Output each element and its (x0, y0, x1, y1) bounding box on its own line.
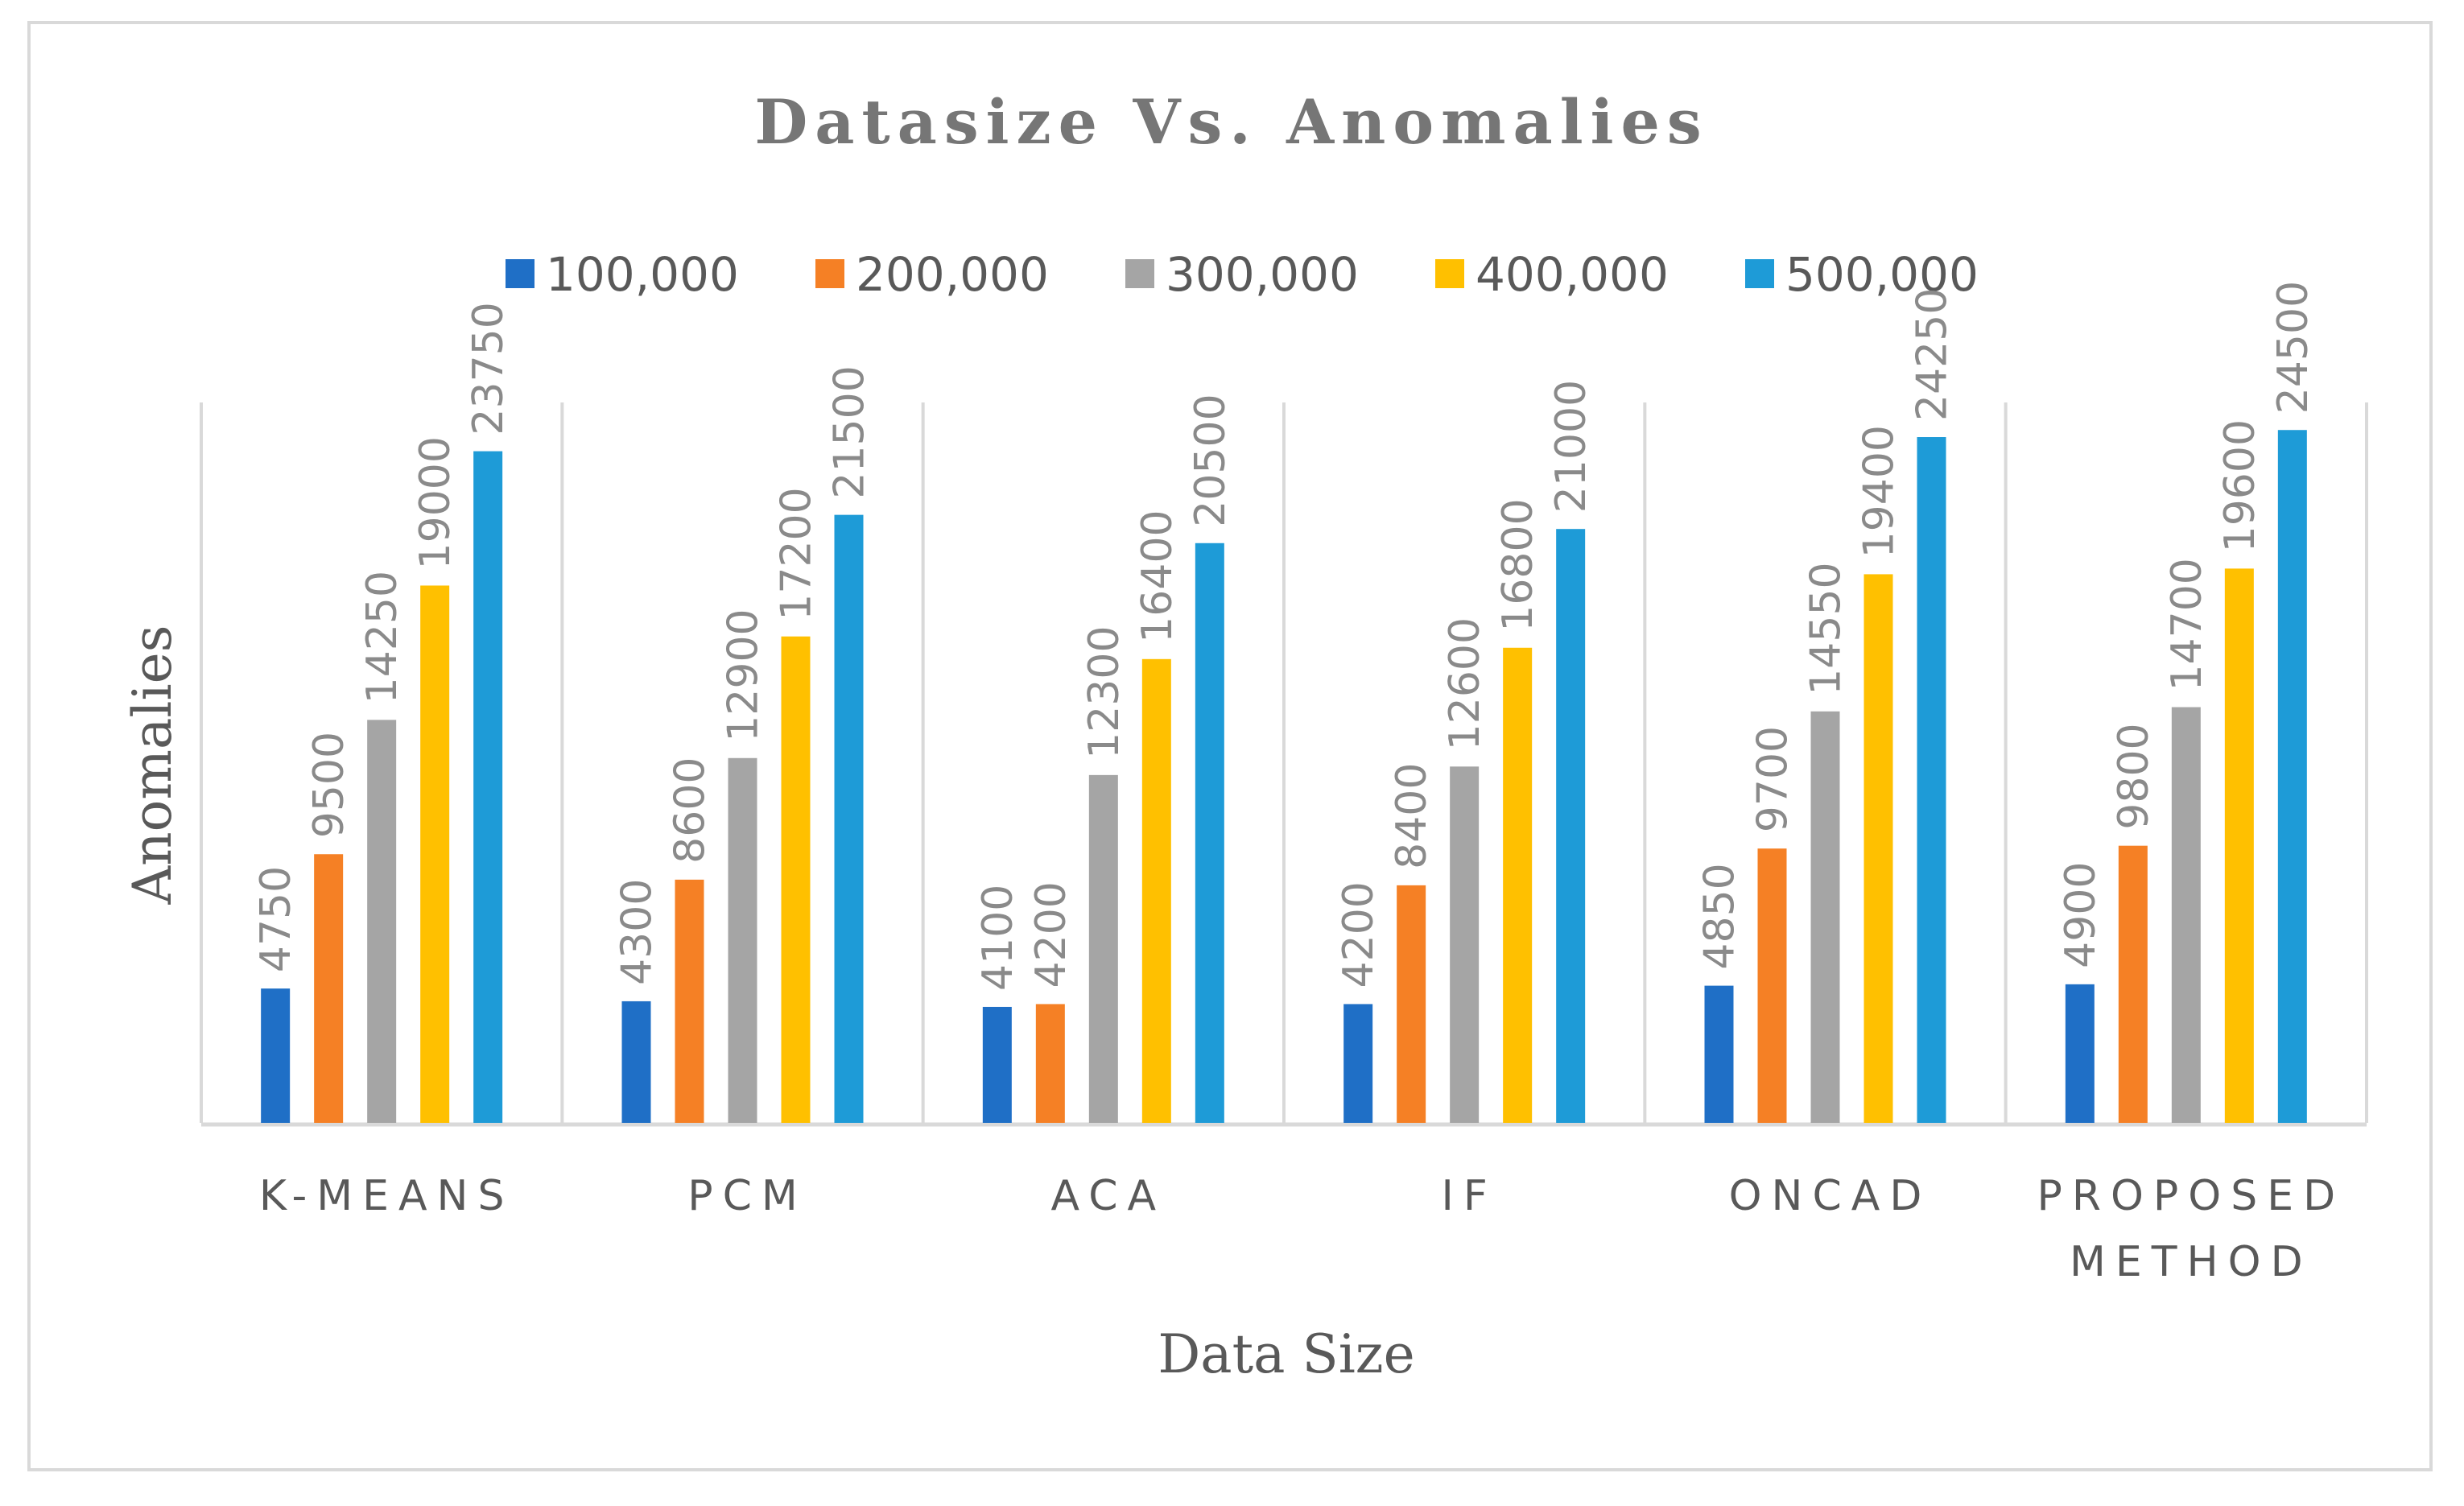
bar (728, 757, 757, 1123)
bar (1917, 437, 1946, 1123)
category-label: K-MEANS (259, 1172, 514, 1220)
legend-swatch (506, 259, 534, 288)
bar (314, 854, 344, 1123)
bar (1503, 647, 1533, 1123)
legend-swatch (1435, 259, 1464, 288)
bar (2065, 984, 2095, 1123)
data-label: 9800 (2110, 723, 2158, 829)
data-label: 12300 (1080, 625, 1129, 758)
data-label: 4900 (2057, 862, 2105, 968)
data-label: 4200 (1335, 881, 1383, 988)
category-label: ONCAD (1729, 1172, 1932, 1220)
bar (675, 879, 704, 1123)
legend-swatch (1125, 259, 1154, 288)
bar (621, 1001, 651, 1123)
data-label: 9500 (305, 732, 353, 838)
category-label: IF (1442, 1172, 1497, 1220)
data-label: 9700 (1749, 726, 1797, 832)
bar (1704, 985, 1734, 1123)
x-axis-title: Data Size (1158, 1323, 1414, 1385)
data-label: 17200 (773, 487, 821, 620)
data-label: 14250 (358, 571, 407, 703)
data-label: 4200 (1027, 881, 1075, 988)
bar (834, 514, 864, 1123)
legend-label: 500,000 (1785, 247, 1979, 302)
chart-title: Datasize Vs. Anomalies (754, 86, 1708, 158)
y-axis-title: Anomalies (122, 625, 184, 906)
data-label: 24500 (2269, 281, 2317, 414)
data-label: 21000 (1547, 380, 1595, 513)
bar (1450, 766, 1480, 1123)
data-label: 19600 (2216, 419, 2264, 552)
bar (2118, 845, 2148, 1123)
data-label: 21500 (826, 365, 874, 498)
bar (1556, 529, 1586, 1123)
category-label: METHOD (2070, 1238, 2313, 1286)
data-label: 12900 (720, 609, 768, 741)
data-label: 4750 (252, 866, 300, 972)
data-label: 23750 (464, 302, 513, 435)
data-label: 16400 (1133, 510, 1182, 642)
legend-swatch (1745, 259, 1774, 288)
bar (1397, 885, 1426, 1123)
data-label: 4100 (974, 885, 1022, 991)
category-label: PCM (687, 1172, 807, 1220)
data-label: 19000 (411, 436, 460, 569)
bar (473, 451, 503, 1123)
bar (1343, 1004, 1373, 1123)
legend-label: 300,000 (1166, 247, 1359, 302)
bar (1863, 574, 1893, 1123)
data-label: 4850 (1696, 863, 1744, 969)
bar (261, 988, 291, 1123)
legend: 100,000 200,000 300,000 400,000 500,000 (506, 247, 1979, 302)
bar (781, 636, 811, 1123)
bars (261, 430, 2307, 1123)
legend-label: 200,000 (856, 247, 1049, 302)
bar (2277, 430, 2307, 1123)
data-label: 4300 (613, 879, 662, 985)
data-label: 16800 (1494, 498, 1542, 631)
data-label: 8400 (1388, 763, 1436, 869)
bar (367, 720, 397, 1123)
data-label: 19400 (1855, 425, 1904, 558)
bar (1088, 774, 1118, 1123)
bar (1035, 1004, 1065, 1123)
data-label: 8600 (667, 757, 715, 864)
legend-label: 100,000 (546, 247, 739, 302)
category-label: PROPOSED (2037, 1172, 2346, 1220)
category-separators (200, 402, 2368, 1123)
bar (982, 1006, 1012, 1123)
bar (420, 585, 450, 1123)
data-label: 12600 (1441, 617, 1489, 750)
bar (1141, 658, 1171, 1123)
data-label: 20500 (1187, 394, 1235, 526)
category-labels: K-MEANS PCM ACA IF ONCAD PROPOSED METHOD (259, 1172, 2346, 1286)
data-label: 14700 (2163, 558, 2211, 691)
bar (1195, 543, 1224, 1123)
legend-label: 400,000 (1476, 247, 1669, 302)
legend-swatch (815, 259, 844, 288)
bar (2224, 568, 2254, 1123)
bar (2171, 707, 2201, 1123)
bar (1757, 848, 1787, 1123)
data-label: 24250 (1909, 288, 1957, 421)
data-label: 14550 (1802, 562, 1851, 695)
bar (1810, 711, 1840, 1123)
category-label: ACA (1051, 1172, 1166, 1220)
